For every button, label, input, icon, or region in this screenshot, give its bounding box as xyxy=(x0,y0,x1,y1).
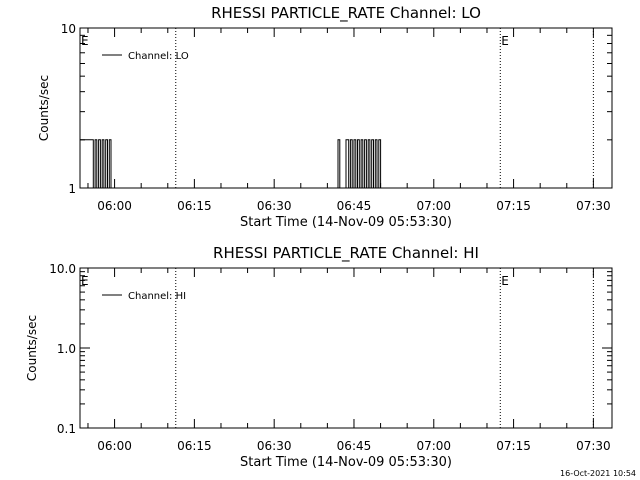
x-axis-label: Start Time (14-Nov-09 05:53:30) xyxy=(240,455,452,470)
event-marker-label: E xyxy=(81,34,89,48)
x-tick-label: 07:15 xyxy=(496,439,531,453)
chart-title: RHESSI PARTICLE_RATE Channel: LO xyxy=(211,4,481,23)
x-tick-label: 07:15 xyxy=(496,199,531,213)
x-tick-label: 06:30 xyxy=(257,439,292,453)
x-tick-label: 06:00 xyxy=(97,199,132,213)
x-tick-label: 07:00 xyxy=(416,199,451,213)
y-tick-label: 0.1 xyxy=(57,422,76,436)
legend-entry: Channel: LO xyxy=(128,51,189,62)
x-tick-label: 06:15 xyxy=(177,439,212,453)
series-line xyxy=(80,139,612,189)
event-marker-label: E xyxy=(501,274,509,288)
x-axis-label: Start Time (14-Nov-09 05:53:30) xyxy=(240,215,452,230)
x-tick-label: 07:00 xyxy=(416,439,451,453)
x-tick-label: 06:00 xyxy=(97,439,132,453)
y-tick-label: 1.0 xyxy=(57,342,76,356)
chart-title: RHESSI PARTICLE_RATE Channel: HI xyxy=(213,244,479,263)
x-tick-label: 06:45 xyxy=(337,199,372,213)
y-tick-label: 10 xyxy=(61,22,76,36)
legend-entry: Channel: HI xyxy=(128,291,186,302)
chart-panel-lo: RHESSI PARTICLE_RATE Channel: LO 06:00 06:… xyxy=(37,4,613,230)
event-marker-label: E xyxy=(81,274,89,288)
x-tick-label: 06:15 xyxy=(177,199,212,213)
chart-panel-hi: RHESSI PARTICLE_RATE Channel: HI 06:00 06:… xyxy=(25,244,613,470)
footer-timestamp: 16-Oct-2021 10:54 xyxy=(560,469,636,478)
x-tick-label: 07:30 xyxy=(576,439,611,453)
x-tick-label: 07:30 xyxy=(576,199,611,213)
event-marker-label: E xyxy=(501,34,509,48)
y-tick-label: 10.0 xyxy=(49,262,76,276)
y-tick-label: 1 xyxy=(68,182,76,196)
x-tick-label: 06:45 xyxy=(337,439,372,453)
y-axis-label: Counts/sec xyxy=(37,75,51,141)
y-axis-label: Counts/sec xyxy=(25,315,39,381)
x-tick-label: 06:30 xyxy=(257,199,292,213)
